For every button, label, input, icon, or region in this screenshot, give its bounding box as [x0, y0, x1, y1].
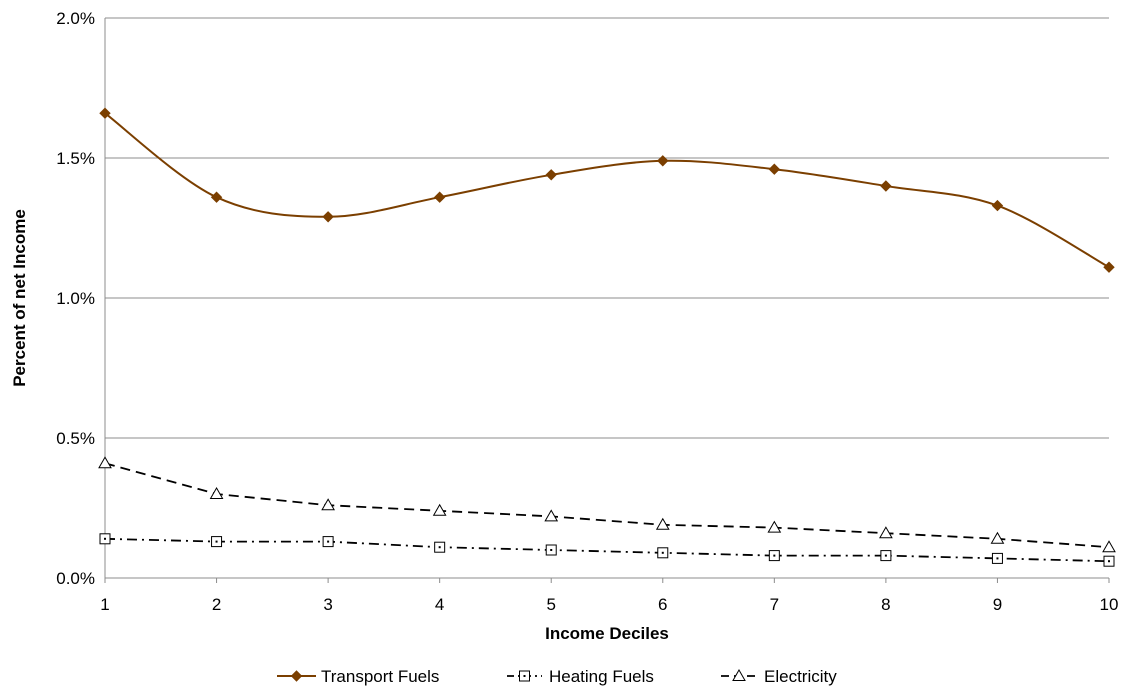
legend-marker	[290, 670, 303, 682]
data-point-marker	[880, 180, 892, 192]
data-point-marker	[991, 552, 1003, 564]
data-point-marker	[545, 169, 557, 181]
series-transport-fuels	[99, 107, 1115, 273]
data-point-marker	[98, 456, 112, 469]
data-point-marker	[879, 526, 893, 539]
legend-label: Heating Fuels	[549, 667, 654, 686]
data-point-marker	[210, 191, 223, 203]
y-tick-label: 0.5%	[56, 429, 95, 448]
legend-label: Transport Fuels	[321, 667, 439, 686]
data-point-marker	[991, 199, 1004, 212]
y-tick-label: 1.0%	[56, 289, 95, 308]
legend-entry: Heating Fuels	[507, 667, 654, 686]
data-point-marker	[209, 486, 224, 499]
data-point-marker	[433, 191, 446, 203]
data-point-marker	[990, 531, 1005, 544]
series-line	[104, 462, 1110, 549]
y-tick-label: 0.0%	[56, 569, 95, 588]
gridlines	[105, 17, 1109, 439]
data-point-marker	[655, 517, 670, 530]
x-tick-label: 2	[212, 595, 221, 614]
y-tick-label: 2.0%	[56, 9, 95, 28]
x-tick-label: 1	[100, 595, 109, 614]
data-point-marker	[99, 107, 111, 119]
data-point-marker	[1103, 555, 1115, 567]
legend-label: Electricity	[764, 667, 837, 686]
legend-entry: Electricity	[721, 667, 837, 686]
marker-dot	[773, 554, 776, 557]
legend-marker	[519, 670, 530, 682]
data-point-marker	[545, 544, 557, 556]
x-axis-title: Income Deciles	[545, 624, 669, 643]
y-tick-label: 1.5%	[56, 149, 95, 168]
marker-dot	[996, 557, 999, 560]
marker-dot	[438, 546, 441, 549]
x-tick-label: 6	[658, 595, 667, 614]
data-point-marker	[322, 536, 334, 548]
data-point-marker	[880, 550, 892, 562]
series-electricity	[98, 456, 1116, 553]
x-tick-label: 8	[881, 595, 890, 614]
data-point-marker	[657, 155, 669, 167]
data-point-marker	[99, 533, 111, 545]
marker-dot	[661, 551, 664, 554]
data-point-marker	[544, 509, 559, 522]
series-lines	[98, 107, 1116, 567]
legend: Transport Fuels Heating Fuels Electricity	[277, 667, 837, 686]
data-point-marker	[1103, 261, 1115, 273]
legend-entry: Transport Fuels	[277, 667, 439, 686]
marker-dot	[104, 537, 106, 540]
marker-dot	[215, 540, 218, 543]
series-heating-fuels	[99, 533, 1115, 567]
y-axis-title: Percent of net Income	[10, 209, 29, 387]
data-point-marker	[322, 211, 334, 223]
x-tick-label: 9	[993, 595, 1002, 614]
data-point-marker	[211, 536, 223, 548]
data-point-marker	[768, 163, 781, 175]
x-tick-label: 10	[1100, 595, 1119, 614]
marker-dot	[327, 540, 330, 543]
data-point-marker	[657, 547, 669, 559]
data-point-marker	[434, 541, 446, 553]
tick-labels: 0.0% 0.5% 1.0% 1.5% 2.0% 1 2 3 4 5 6 7 8 9 10	[56, 9, 1118, 614]
marker-dot	[1108, 560, 1110, 563]
data-point-marker	[1102, 540, 1116, 553]
axes	[104, 18, 1110, 583]
data-point-marker	[432, 503, 447, 516]
marker-dot	[884, 554, 887, 557]
series-line	[104, 537, 1110, 563]
x-tick-label: 3	[323, 595, 332, 614]
x-tick-label: 7	[770, 595, 779, 614]
legend-marker	[732, 668, 746, 681]
x-tick-label: 5	[546, 595, 555, 614]
data-point-marker	[767, 520, 782, 533]
marker-dot	[550, 549, 553, 551]
x-tick-label: 4	[435, 595, 444, 614]
data-point-marker	[321, 498, 335, 511]
data-point-marker	[768, 550, 780, 562]
marker-dot	[523, 675, 526, 677]
series-line	[104, 112, 1110, 269]
